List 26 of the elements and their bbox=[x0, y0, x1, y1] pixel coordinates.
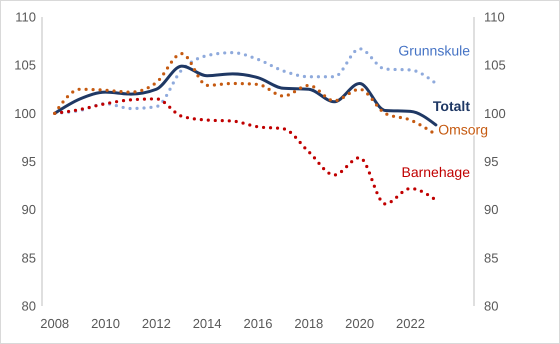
y-tick-label: 100 bbox=[14, 106, 36, 121]
series-label: Grunnskule bbox=[398, 42, 470, 58]
x-tick-label: 2022 bbox=[396, 316, 425, 331]
y-tick-label: 110 bbox=[15, 10, 36, 25]
y2-tick-label: 80 bbox=[484, 298, 498, 314]
x-tick-label: 2010 bbox=[91, 316, 120, 331]
y2-tick-label: 110 bbox=[484, 10, 505, 25]
y2-tick-label: 95 bbox=[484, 154, 498, 170]
series-label: Omsorg bbox=[438, 122, 488, 138]
y2-tick-label: 100 bbox=[484, 106, 506, 121]
x-tick-label: 2008 bbox=[40, 316, 70, 331]
series-label: Barnehage bbox=[401, 164, 470, 180]
x-tick-label: 2014 bbox=[192, 316, 222, 331]
x-tick-label: 2016 bbox=[244, 316, 272, 331]
x-tick-label: 2020 bbox=[345, 316, 374, 331]
y-tick-label: 95 bbox=[22, 154, 36, 170]
y-tick-label: 80 bbox=[22, 298, 36, 314]
y2-tick-label: 105 bbox=[484, 58, 506, 73]
y2-tick-label: 90 bbox=[484, 202, 498, 218]
y-tick-label: 90 bbox=[22, 202, 36, 218]
y2-tick-label: 85 bbox=[484, 250, 498, 266]
y-tick-label: 85 bbox=[22, 250, 36, 266]
series-label: Totalt bbox=[432, 98, 470, 114]
x-tick-label: 2012 bbox=[142, 316, 171, 331]
y-tick-label: 105 bbox=[14, 58, 36, 73]
x-tick-label: 2018 bbox=[294, 316, 324, 331]
